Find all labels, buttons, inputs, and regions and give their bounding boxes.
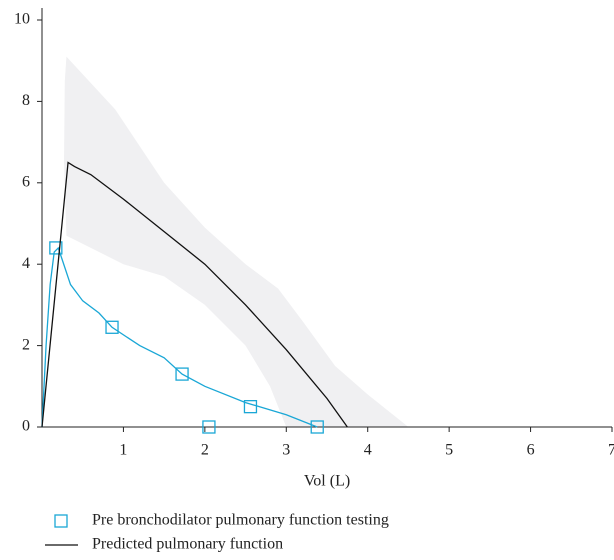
x-tick-label: 7 [608, 442, 614, 459]
y-tick-label: 8 [22, 92, 30, 109]
x-tick-label: 2 [201, 442, 209, 459]
y-tick-label: 10 [14, 11, 30, 28]
series-line [41, 246, 318, 428]
y-tick-label: 2 [22, 336, 30, 353]
series-line [41, 161, 348, 428]
marker [49, 241, 63, 255]
x-tick-label: 3 [282, 442, 290, 459]
x-tick-label: 6 [527, 442, 535, 459]
legend-marker [54, 514, 68, 528]
y-tick-label: 4 [22, 255, 30, 272]
marker [105, 320, 119, 334]
prediction-band [63, 56, 409, 427]
y-tick-label: 0 [22, 418, 30, 435]
marker [310, 420, 324, 434]
x-tick-label: 4 [364, 442, 372, 459]
y-tick-label: 6 [22, 173, 30, 190]
legend-label: Predicted pulmonary function [92, 536, 283, 553]
x-tick-label: 5 [445, 442, 453, 459]
legend-label: Pre bronchodilator pulmonary function te… [92, 512, 389, 529]
marker [175, 367, 189, 381]
x-tick-label: 1 [119, 442, 127, 459]
marker [243, 399, 258, 414]
x-axis-label: Vol (L) [304, 473, 350, 490]
marker [202, 420, 216, 434]
